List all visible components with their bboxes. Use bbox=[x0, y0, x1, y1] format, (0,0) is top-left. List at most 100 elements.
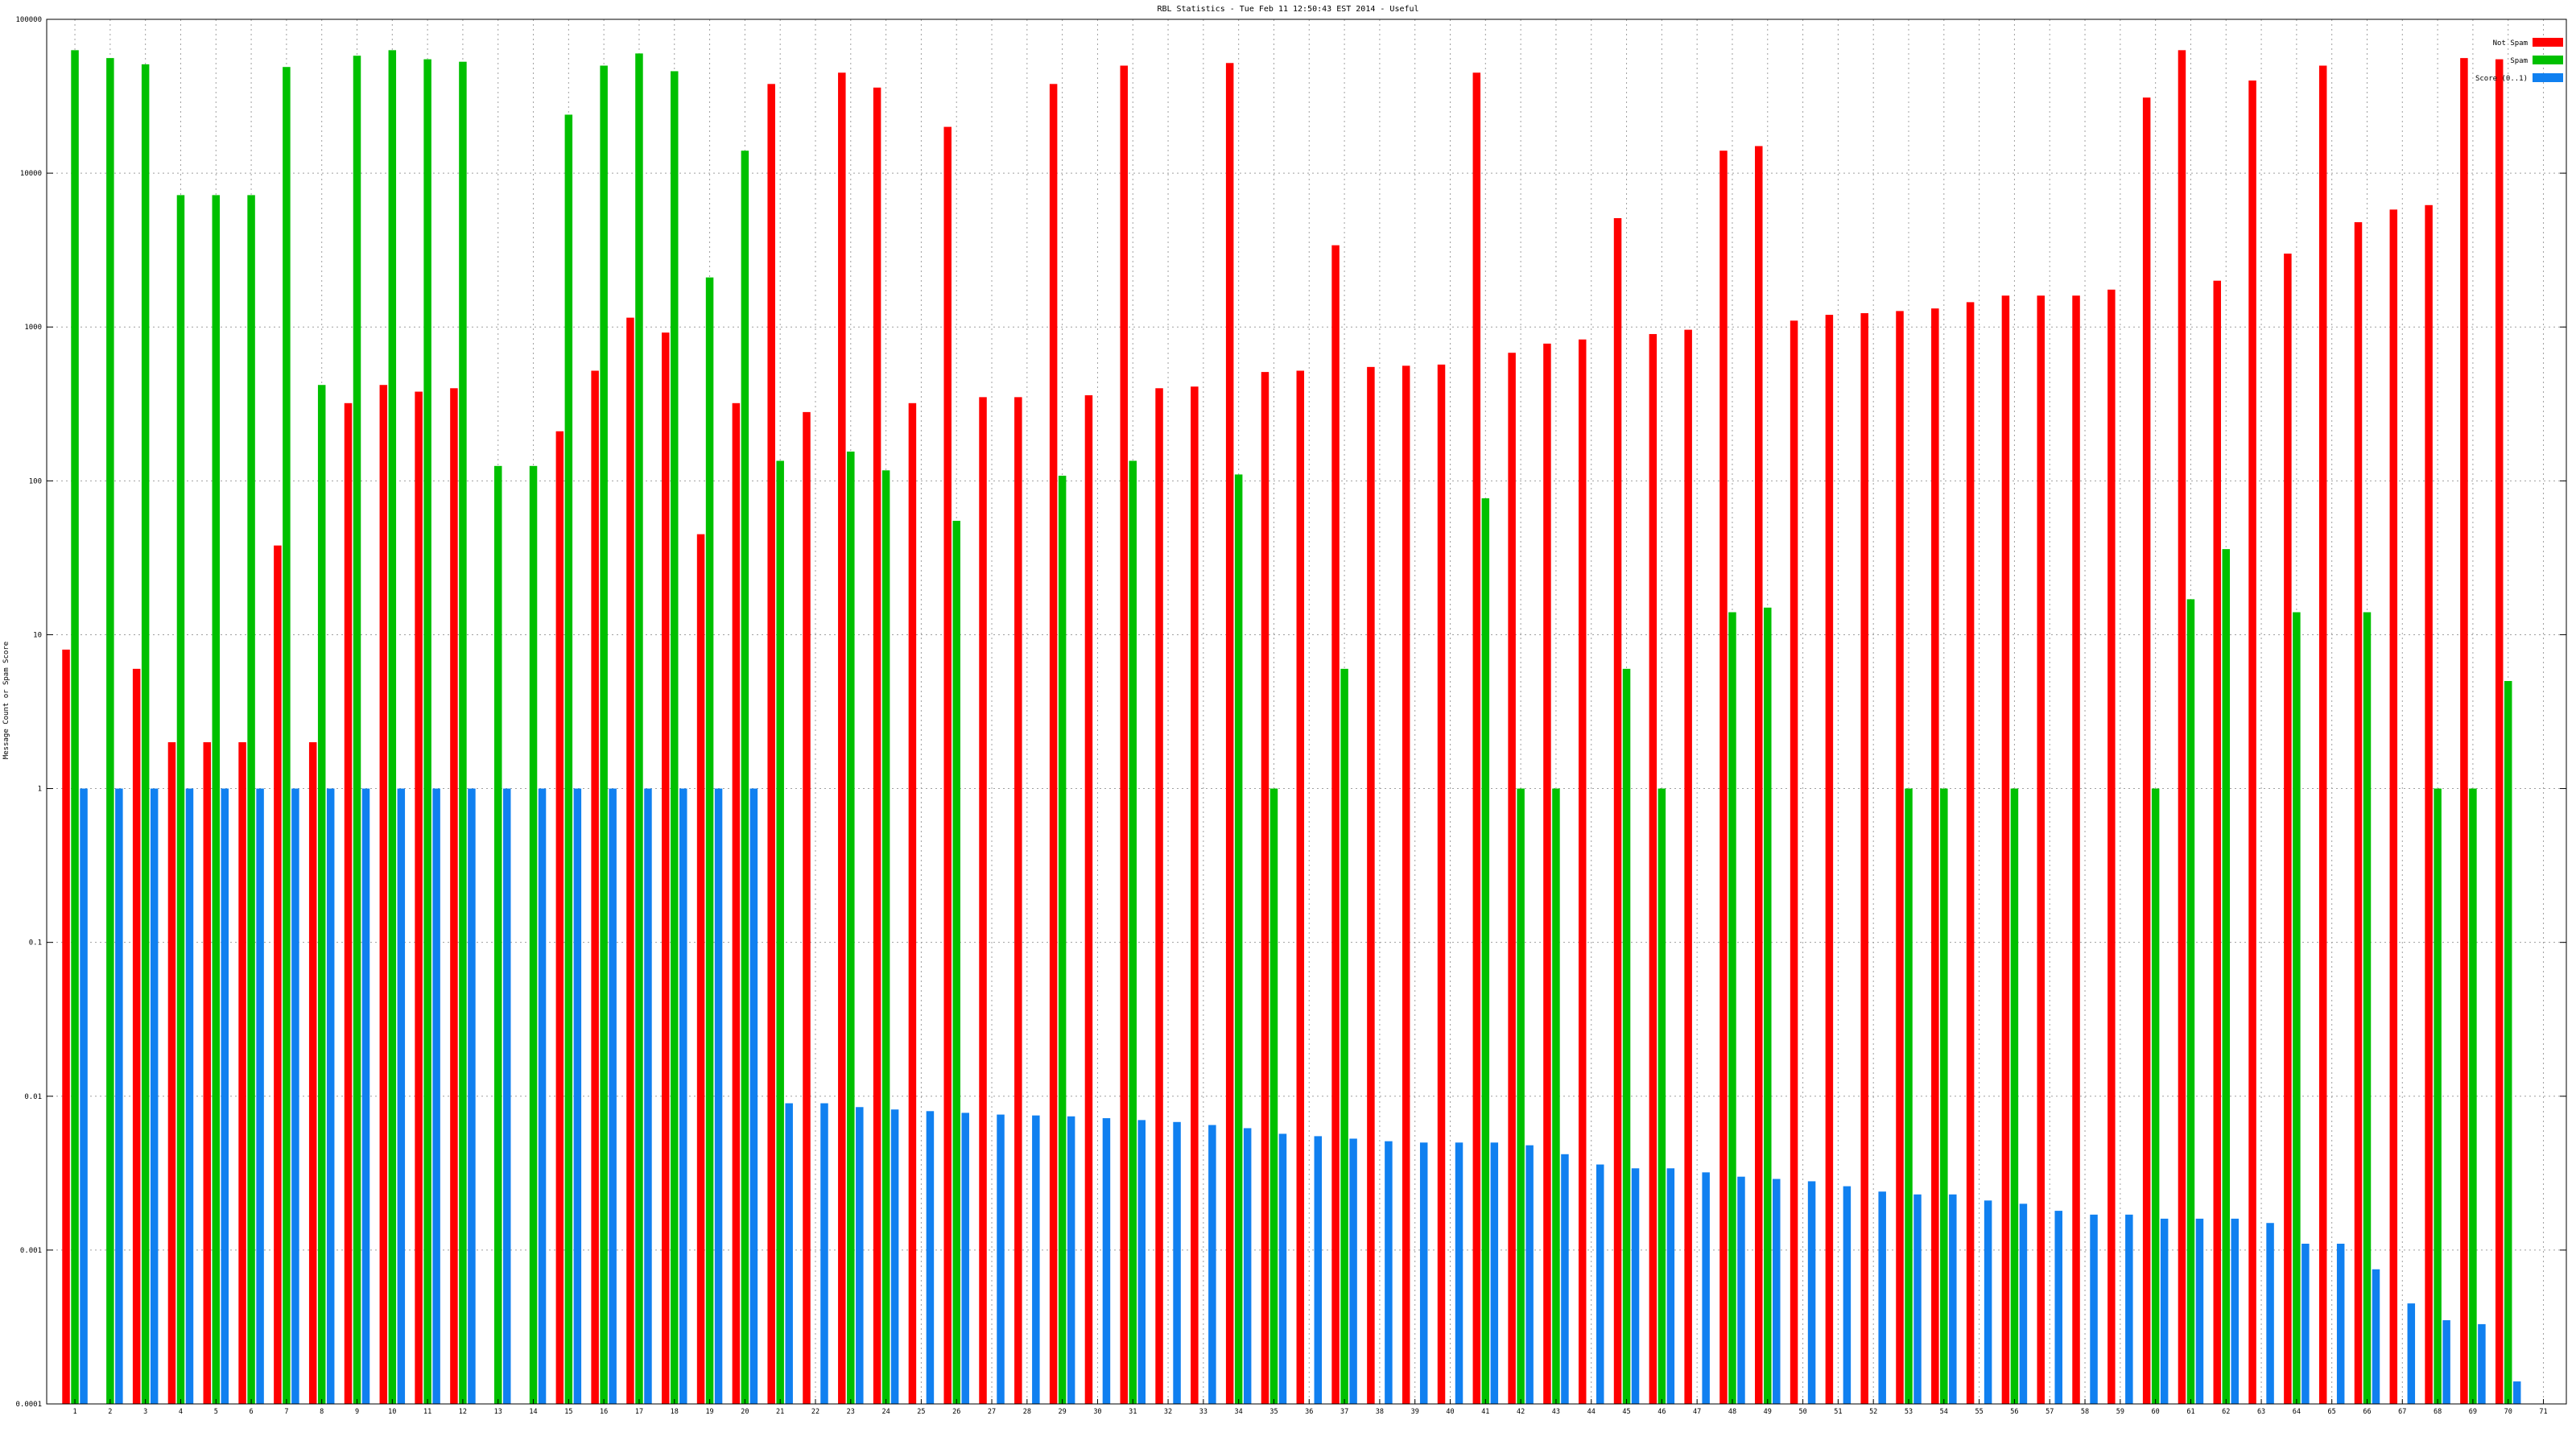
bar-score-0-1 bbox=[1666, 1168, 1675, 1404]
x-tick-label: 64 bbox=[2293, 1408, 2301, 1416]
bar-score-0-1 bbox=[2372, 1269, 2380, 1404]
x-tick-label: 47 bbox=[1693, 1408, 1701, 1416]
bar-not-spam bbox=[591, 370, 599, 1405]
bar-spam bbox=[741, 151, 749, 1404]
y-tick-label: 10 bbox=[33, 631, 42, 639]
bar-spam bbox=[529, 465, 538, 1404]
bar-spam bbox=[212, 195, 221, 1404]
bar-score-0-1 bbox=[291, 788, 299, 1404]
bar-score-0-1 bbox=[1773, 1179, 1781, 1404]
y-tick-label: 0.0001 bbox=[15, 1401, 42, 1409]
x-tick-label: 23 bbox=[847, 1408, 855, 1416]
bar-score-0-1 bbox=[926, 1111, 935, 1404]
bar-not-spam bbox=[662, 332, 670, 1404]
x-tick-label: 59 bbox=[2116, 1408, 2124, 1416]
bar-spam bbox=[353, 56, 361, 1404]
x-tick-label: 10 bbox=[388, 1408, 396, 1416]
bar-score-0-1 bbox=[1702, 1172, 1710, 1404]
bar-not-spam bbox=[2037, 295, 2045, 1404]
legend-swatch bbox=[2533, 73, 2563, 82]
bar-spam bbox=[283, 67, 291, 1404]
bar-not-spam bbox=[1684, 329, 1692, 1405]
bar-spam bbox=[2293, 612, 2301, 1404]
bar-score-0-1 bbox=[1067, 1116, 1075, 1404]
bar-not-spam bbox=[1966, 302, 1975, 1404]
bar-not-spam bbox=[167, 742, 176, 1404]
bar-not-spam bbox=[203, 742, 212, 1404]
bar-spam bbox=[71, 50, 79, 1404]
x-tick-label: 69 bbox=[2469, 1408, 2477, 1416]
bar-score-0-1 bbox=[1102, 1118, 1111, 1404]
x-tick-label: 49 bbox=[1764, 1408, 1772, 1416]
x-tick-label: 54 bbox=[1940, 1408, 1948, 1416]
bar-not-spam bbox=[1578, 339, 1587, 1405]
bar-spam bbox=[1940, 788, 1948, 1404]
bar-not-spam bbox=[1508, 353, 1516, 1404]
y-tick-label: 0.1 bbox=[29, 939, 42, 947]
x-tick-label: 62 bbox=[2222, 1408, 2230, 1416]
bar-score-0-1 bbox=[1032, 1115, 1040, 1404]
bar-score-0-1 bbox=[1137, 1120, 1146, 1404]
bar-score-0-1 bbox=[997, 1114, 1005, 1404]
bar-score-0-1 bbox=[1949, 1194, 1957, 1404]
bar-not-spam bbox=[1331, 245, 1340, 1405]
x-tick-label: 30 bbox=[1093, 1408, 1101, 1416]
bar-not-spam bbox=[2495, 59, 2504, 1404]
bar-spam bbox=[1657, 788, 1666, 1404]
bar-score-0-1 bbox=[185, 788, 194, 1404]
x-tick-label: 60 bbox=[2152, 1408, 2160, 1416]
bar-not-spam bbox=[62, 649, 70, 1404]
x-tick-label: 36 bbox=[1305, 1408, 1313, 1416]
x-tick-label: 56 bbox=[2010, 1408, 2018, 1416]
x-tick-label: 63 bbox=[2257, 1408, 2265, 1416]
bar-score-0-1 bbox=[221, 788, 229, 1404]
bar-spam bbox=[1728, 612, 1736, 1404]
bar-score-0-1 bbox=[961, 1113, 969, 1404]
bar-score-0-1 bbox=[2019, 1203, 2028, 1404]
bar-spam bbox=[1905, 788, 1913, 1404]
bar-score-0-1 bbox=[2266, 1223, 2274, 1404]
y-tick-label: 1000 bbox=[24, 324, 42, 332]
bar-not-spam bbox=[2178, 50, 2186, 1404]
x-tick-label: 33 bbox=[1199, 1408, 1208, 1416]
bar-score-0-1 bbox=[1278, 1133, 1287, 1404]
bar-score-0-1 bbox=[2160, 1218, 2169, 1404]
bar-score-0-1 bbox=[679, 788, 687, 1404]
x-tick-label: 41 bbox=[1481, 1408, 1489, 1416]
bar-score-0-1 bbox=[1525, 1145, 1534, 1404]
bar-spam bbox=[564, 114, 573, 1405]
x-tick-label: 15 bbox=[564, 1408, 572, 1416]
bar-score-0-1 bbox=[1561, 1154, 1569, 1404]
bar-score-0-1 bbox=[468, 788, 476, 1404]
bar-not-spam bbox=[2107, 289, 2116, 1405]
bar-not-spam bbox=[2425, 204, 2433, 1405]
y-tick-label: 10000 bbox=[20, 170, 42, 178]
x-tick-label: 37 bbox=[1340, 1408, 1348, 1416]
bar-spam bbox=[176, 195, 185, 1404]
bar-score-0-1 bbox=[2336, 1243, 2345, 1404]
bar-spam bbox=[1552, 788, 1560, 1404]
bar-spam bbox=[1234, 474, 1243, 1404]
x-tick-label: 53 bbox=[1905, 1408, 1913, 1416]
bar-score-0-1 bbox=[2407, 1303, 2416, 1404]
bar-score-0-1 bbox=[785, 1103, 793, 1404]
bar-not-spam bbox=[1155, 388, 1163, 1405]
y-tick-label: 0.001 bbox=[20, 1247, 42, 1255]
x-tick-label: 35 bbox=[1269, 1408, 1278, 1416]
bar-score-0-1 bbox=[1385, 1141, 1393, 1404]
bar-spam bbox=[2363, 612, 2372, 1404]
x-tick-label: 6 bbox=[250, 1408, 254, 1416]
x-tick-label: 31 bbox=[1129, 1408, 1137, 1416]
x-tick-label: 28 bbox=[1023, 1408, 1031, 1416]
x-tick-label: 29 bbox=[1059, 1408, 1067, 1416]
bar-not-spam bbox=[2354, 222, 2363, 1405]
x-tick-label: 52 bbox=[1869, 1408, 1877, 1416]
x-tick-label: 50 bbox=[1798, 1408, 1806, 1416]
bar-not-spam bbox=[803, 411, 811, 1404]
bar-spam bbox=[388, 50, 397, 1404]
x-tick-label: 21 bbox=[776, 1408, 784, 1416]
bar-score-0-1 bbox=[256, 788, 264, 1404]
x-tick-label: 25 bbox=[917, 1408, 925, 1416]
bar-score-0-1 bbox=[80, 788, 88, 1404]
bar-score-0-1 bbox=[361, 788, 370, 1404]
